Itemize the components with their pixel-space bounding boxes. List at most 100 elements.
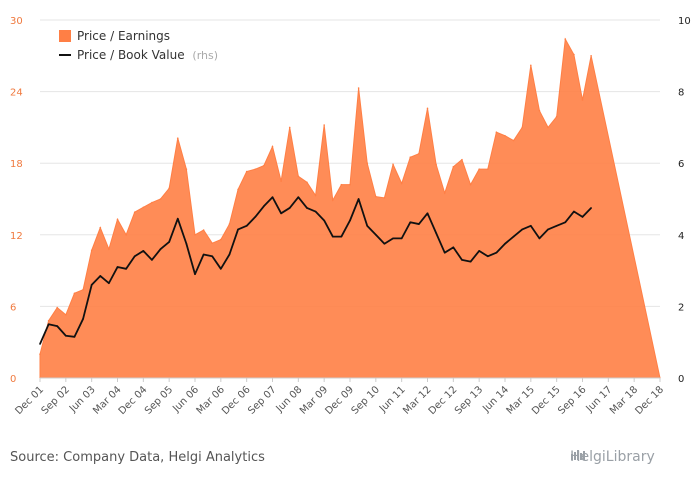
- data-point-price-earnings: [125, 234, 127, 236]
- data-point-price-book: [530, 225, 532, 227]
- data-point-price-earnings: [39, 353, 41, 355]
- data-point-price-earnings: [108, 248, 110, 250]
- data-point-price-book: [400, 237, 403, 240]
- data-point-price-earnings: [375, 195, 377, 198]
- legend: Price / Earnings Price / Book Value (rhs…: [59, 29, 218, 62]
- x-tick-label: Sep 05: [143, 384, 175, 416]
- data-point-price-book: [340, 235, 343, 238]
- data-point-price-book: [56, 325, 59, 327]
- data-point-price-book: [297, 196, 300, 199]
- data-point-price-book: [220, 268, 222, 270]
- data-point-price-book: [202, 253, 205, 256]
- data-point-price-book: [280, 212, 282, 215]
- data-point-price-book: [504, 242, 506, 245]
- data-point-price-earnings: [357, 87, 360, 89]
- data-point-price-earnings: [288, 126, 291, 129]
- data-point-price-book: [331, 235, 334, 238]
- data-point-price-earnings: [521, 126, 524, 129]
- data-point-price-book: [495, 251, 498, 254]
- data-point-price-book: [486, 255, 489, 258]
- x-tick-label: Dec 04: [117, 384, 150, 417]
- data-point-price-book: [151, 259, 153, 261]
- data-point-price-earnings: [297, 175, 300, 178]
- data-point-price-book: [392, 237, 394, 240]
- data-point-price-earnings: [530, 64, 532, 67]
- data-point-price-book: [73, 336, 76, 338]
- y-tick-label-right: 0: [678, 374, 684, 385]
- data-point-price-earnings: [504, 134, 506, 137]
- data-point-price-book: [590, 207, 592, 209]
- y-tick-label-left: 6: [10, 302, 16, 313]
- data-point-price-book: [65, 334, 67, 337]
- data-point-price-earnings: [133, 211, 136, 213]
- data-point-price-book: [185, 242, 188, 245]
- data-point-price-book: [478, 250, 480, 252]
- data-point-price-earnings: [159, 198, 162, 200]
- data-point-price-book: [357, 198, 360, 200]
- data-point-price-book: [254, 216, 257, 218]
- series-area-layer: [39, 37, 661, 379]
- y-tick-label-left: 30: [10, 16, 23, 27]
- data-point-price-book: [168, 241, 170, 243]
- data-point-price-earnings: [323, 124, 325, 126]
- x-tick-label: Sep 07: [246, 384, 278, 416]
- data-point-price-earnings: [245, 170, 248, 173]
- data-point-price-book: [90, 284, 93, 286]
- data-point-price-book: [469, 260, 472, 263]
- data-point-price-book: [581, 216, 584, 218]
- x-tick-label: Sep 13: [453, 384, 485, 416]
- x-tick-label: Dec 15: [530, 384, 563, 417]
- data-point-price-book: [39, 343, 41, 345]
- brand-block: HelgiLibrary: [570, 449, 655, 465]
- data-point-price-earnings: [400, 182, 403, 185]
- data-point-price-earnings: [452, 165, 455, 168]
- data-point-price-book: [288, 207, 291, 209]
- data-point-price-earnings: [211, 242, 214, 244]
- data-point-price-earnings: [194, 234, 196, 236]
- data-point-price-book: [555, 225, 558, 227]
- data-point-price-earnings: [168, 187, 170, 190]
- data-point-price-earnings: [443, 192, 446, 194]
- data-point-price-book: [142, 250, 145, 252]
- data-point-price-earnings: [486, 168, 489, 170]
- data-point-price-book: [263, 205, 265, 207]
- data-point-price-earnings: [82, 288, 84, 291]
- chart-source: Source: Company Data, Helgi Analytics: [10, 450, 265, 465]
- data-point-price-book: [409, 221, 412, 224]
- data-point-price-book: [47, 323, 50, 326]
- data-point-price-book: [461, 259, 463, 261]
- data-point-price-book: [194, 273, 196, 275]
- x-tick-label: Dec 01: [13, 384, 46, 417]
- data-point-price-earnings: [573, 53, 575, 56]
- x-tick-label: Dec 06: [220, 384, 253, 417]
- data-point-price-book: [512, 235, 515, 238]
- data-point-price-book: [375, 234, 377, 236]
- legend-label-pb-text: Price / Book Value: [77, 48, 185, 62]
- data-point-price-book: [306, 207, 308, 209]
- data-point-price-earnings: [202, 229, 205, 231]
- data-point-price-book: [538, 237, 541, 240]
- data-point-price-book: [521, 228, 524, 231]
- data-point-price-earnings: [392, 163, 394, 166]
- data-point-price-earnings: [99, 226, 102, 229]
- y-tick-label-left: 18: [10, 159, 23, 170]
- data-point-price-book: [116, 266, 119, 268]
- data-point-price-earnings: [151, 201, 153, 204]
- data-point-price-book: [418, 223, 420, 225]
- data-point-price-book: [271, 196, 274, 199]
- data-point-price-earnings: [409, 156, 412, 159]
- data-point-price-book: [564, 221, 567, 224]
- x-tick-label: Sep 10: [350, 384, 382, 416]
- data-point-price-earnings: [228, 223, 231, 225]
- data-point-price-book: [323, 219, 325, 222]
- data-point-price-earnings: [590, 55, 592, 57]
- legend-label-pb-note: (rhs): [192, 49, 218, 62]
- x-tick-label: Sep 02: [40, 384, 72, 416]
- x-tick-label: Dec 18: [633, 384, 666, 417]
- data-point-price-book: [211, 255, 214, 258]
- data-point-price-earnings: [564, 38, 567, 40]
- data-point-price-book: [547, 228, 549, 231]
- data-point-price-earnings: [314, 194, 317, 197]
- y-tick-label-right: 4: [678, 231, 684, 242]
